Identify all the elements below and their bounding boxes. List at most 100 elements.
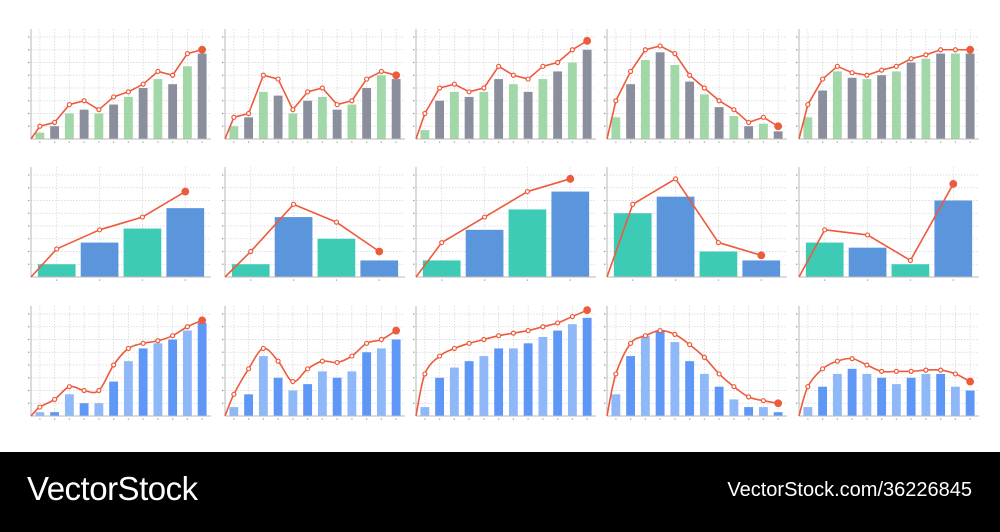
bar [729,399,739,416]
bar [123,361,133,416]
bar [818,90,828,139]
data-point-marker [952,47,958,53]
data-point-marker [422,110,428,117]
chart-grid [28,27,981,420]
data-point-marker [908,56,914,62]
data-point-marker [938,47,944,53]
data-point-marker [687,341,693,348]
data-point-marker [746,394,752,400]
data-point-marker [349,98,355,104]
bar [758,123,768,139]
chart-panel [795,304,981,420]
data-point-marker [510,72,516,78]
bar [435,377,445,416]
data-point-marker [540,324,546,330]
endpoint-marker [392,326,401,335]
data-point-marker [125,345,131,352]
data-point-marker [613,98,619,104]
data-point-marker [731,107,737,113]
bar [714,107,724,139]
bar [332,377,342,416]
bar [553,71,563,139]
data-point-marker [555,59,561,66]
data-point-marker [481,214,488,220]
bar [611,394,621,416]
bar [123,228,162,277]
data-point-marker [155,338,161,344]
bar [582,49,592,139]
bar [494,79,504,139]
data-point-marker [657,327,663,334]
image-url-text: VectorStock.com/36226845 [727,479,972,501]
bar [877,75,887,139]
bar [168,84,178,139]
data-point-marker [466,89,472,95]
data-point-marker [96,107,102,113]
data-point-marker [672,331,678,337]
chart-panel [221,165,407,281]
data-point-marker [139,214,146,220]
endpoint-marker [198,45,207,54]
data-point-marker [81,98,87,104]
data-point-marker [184,324,190,330]
data-point-marker [451,345,457,352]
chart-svg [604,306,787,420]
endpoint-marker [774,399,783,408]
data-point-marker [349,353,355,359]
bar [553,330,563,416]
chart-panel [603,27,789,143]
bar [699,251,738,277]
bar [965,53,975,140]
data-point-marker [613,371,619,377]
data-point-marker [701,85,707,91]
bar [138,348,148,416]
bar [508,348,518,416]
bar [420,130,430,139]
bar [80,242,119,277]
bar [936,53,946,140]
data-point-marker [569,313,575,320]
bar [231,264,270,277]
bar [906,377,916,416]
data-point-marker [481,336,487,343]
data-point-marker [820,76,826,82]
data-point-marker [140,340,146,346]
bar [936,373,946,416]
bar [655,52,665,139]
bar [685,81,695,139]
bar [655,330,665,416]
bar [862,79,872,139]
bar [832,373,842,416]
bar [744,407,754,416]
bar [685,361,695,416]
data-point-marker [364,76,370,82]
bar [274,217,313,277]
data-point-marker [54,246,60,252]
bar [229,126,239,139]
chart-panel [221,27,407,143]
data-point-marker [248,248,254,255]
chart-panel [603,165,789,281]
endpoint-marker [375,247,384,256]
data-point-marker [834,63,840,69]
bar [640,59,650,140]
endpoint-marker [966,45,975,54]
bar [64,113,74,139]
bar [934,200,973,277]
bar [479,91,489,139]
data-point-marker [364,340,370,346]
data-point-marker [907,257,914,264]
data-point-marker [893,368,899,374]
bar [950,53,960,140]
bar [891,384,901,416]
bar [950,386,960,416]
data-point-marker [437,353,443,359]
bar [273,377,283,416]
data-point-marker [466,340,472,346]
endpoint-marker [949,180,958,188]
data-point-marker [805,101,811,108]
data-point-marker [908,368,914,374]
data-point-marker [525,327,531,334]
bar [109,381,119,416]
bar [729,116,739,139]
